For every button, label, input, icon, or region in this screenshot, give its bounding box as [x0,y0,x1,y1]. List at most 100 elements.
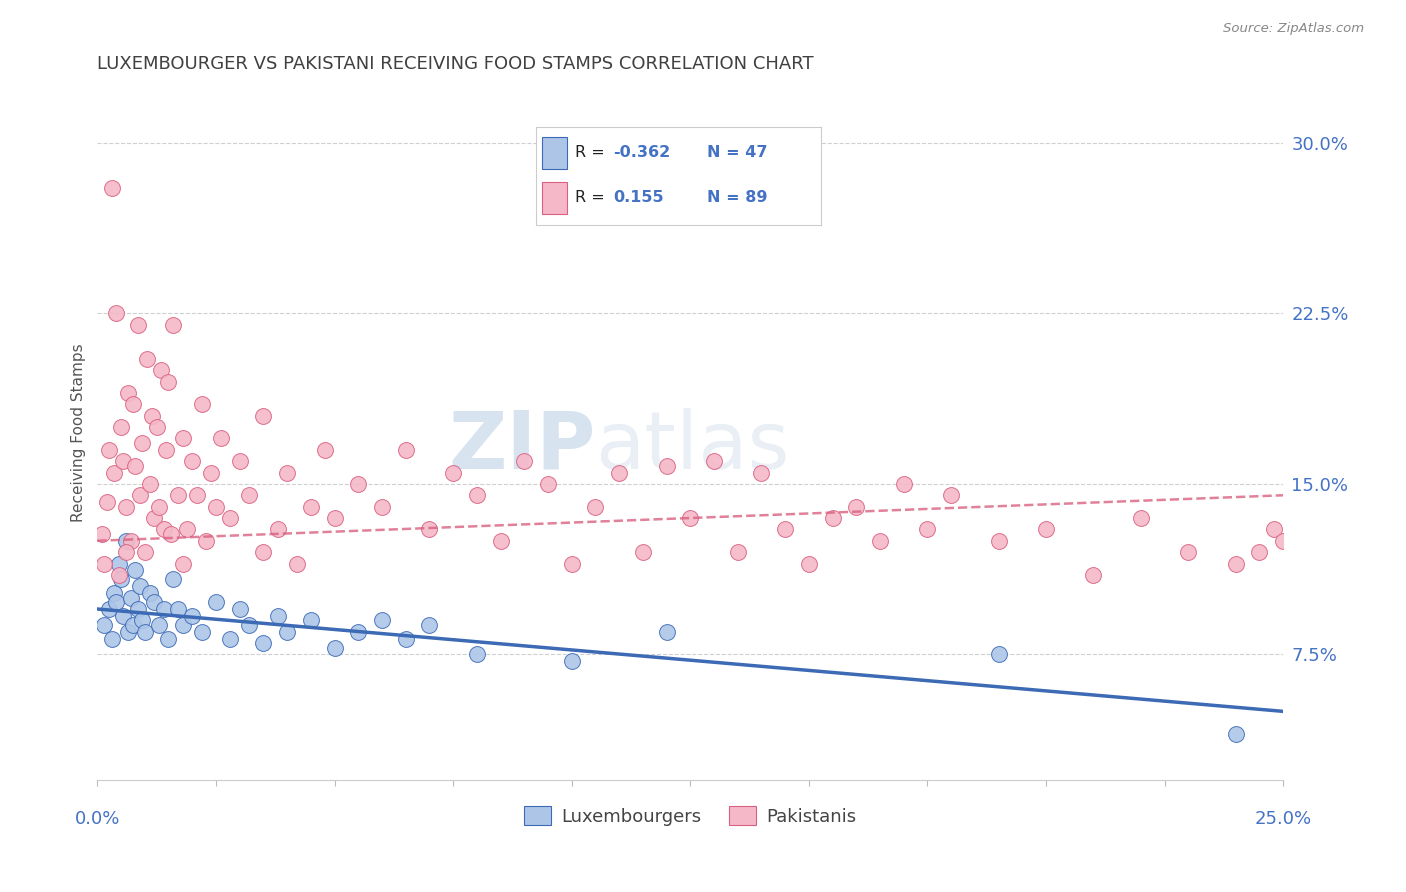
Point [114,500,136,514]
Point [266,608,288,623]
Point [98,442,121,457]
Point [219,511,242,525]
Point [845,500,868,514]
Point [172,431,194,445]
Point [299,613,322,627]
Point [252,409,274,423]
Point [939,488,962,502]
Point [129,488,152,502]
Point [160,527,183,541]
Point [1249,545,1271,559]
Text: ZIP: ZIP [449,408,595,485]
Point [150,363,173,377]
Point [103,586,125,600]
Point [323,511,346,525]
Point [238,618,260,632]
Point [167,488,190,502]
Point [441,466,464,480]
Point [107,567,129,582]
Point [299,500,322,514]
Point [117,385,139,400]
Point [276,624,298,639]
Point [195,533,218,548]
Point [93,618,115,632]
Point [513,454,536,468]
Point [143,595,166,609]
Text: 0.0%: 0.0% [75,810,120,828]
Point [869,533,891,548]
Point [172,618,194,632]
Point [114,545,136,559]
Point [209,431,232,445]
Point [1225,557,1247,571]
Point [607,466,630,480]
Point [238,488,260,502]
Point [148,618,170,632]
Point [105,306,128,320]
Point [127,318,149,332]
Point [276,466,298,480]
Point [110,573,132,587]
Point [266,522,288,536]
Point [679,511,702,525]
Point [200,466,222,480]
Point [190,397,212,411]
Point [127,602,149,616]
Point [418,522,440,536]
Point [167,602,190,616]
Point [172,557,194,571]
Point [152,522,174,536]
Point [157,632,180,646]
Point [143,511,166,525]
Point [100,181,122,195]
Point [131,436,153,450]
Point [205,595,228,609]
Point [252,636,274,650]
Point [285,557,308,571]
Point [190,624,212,639]
Point [141,409,163,423]
Point [93,557,115,571]
Point [112,608,135,623]
Point [155,442,177,457]
Point [987,533,1010,548]
Point [96,495,118,509]
Y-axis label: Receiving Food Stamps: Receiving Food Stamps [72,343,86,522]
Point [465,488,488,502]
Point [98,602,121,616]
Point [129,579,152,593]
Point [114,533,136,548]
Point [917,522,939,536]
Point [561,557,583,571]
Point [489,533,512,548]
Text: atlas: atlas [595,408,790,485]
Point [347,476,370,491]
Point [371,500,394,514]
Point [107,557,129,571]
Point [583,500,606,514]
Point [162,573,184,587]
Point [120,533,142,548]
Point [893,476,915,491]
Point [112,454,135,468]
Point [395,632,418,646]
Point [122,397,145,411]
Point [122,618,145,632]
Point [138,586,160,600]
Point [120,591,142,605]
Point [1272,533,1295,548]
Point [727,545,749,559]
Point [655,624,678,639]
Point [157,375,180,389]
Point [219,632,242,646]
Point [821,511,844,525]
Text: Source: ZipAtlas.com: Source: ZipAtlas.com [1223,22,1364,36]
Text: LUXEMBOURGER VS PAKISTANI RECEIVING FOOD STAMPS CORRELATION CHART: LUXEMBOURGER VS PAKISTANI RECEIVING FOOD… [97,55,814,73]
Point [100,632,122,646]
Point [152,602,174,616]
Point [1129,511,1152,525]
Point [347,624,370,639]
Point [537,476,560,491]
Point [1083,567,1105,582]
Point [136,351,159,366]
